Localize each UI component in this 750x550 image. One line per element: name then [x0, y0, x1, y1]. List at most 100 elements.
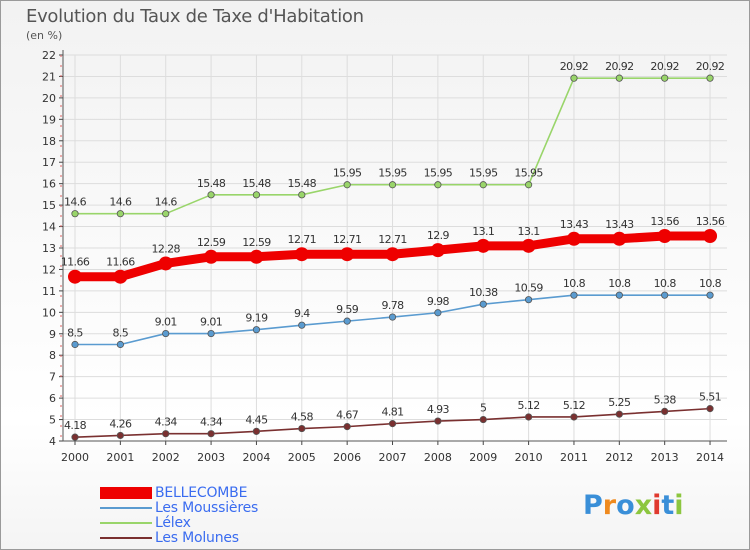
data-label: 9.19 — [245, 312, 268, 325]
data-point — [657, 228, 672, 243]
legend-label: Lélex — [155, 515, 191, 531]
x-tick-label: 2013 — [651, 451, 679, 464]
legend-swatch — [100, 537, 152, 539]
data-point — [388, 420, 397, 428]
data-label: 13.1 — [472, 225, 494, 238]
data-point — [434, 417, 442, 425]
data-point — [615, 410, 623, 418]
y-tick-label: 8 — [49, 349, 56, 362]
data-point — [521, 238, 536, 253]
x-tick-label: 2002 — [152, 451, 180, 464]
x-tick-label: 2005 — [288, 451, 316, 464]
data-point — [479, 181, 487, 189]
legend-label: BELLECOMBE — [155, 485, 248, 501]
data-label: 9.59 — [336, 303, 359, 316]
data-label: 4.34 — [155, 416, 178, 429]
y-tick-label: 16 — [42, 178, 56, 191]
data-label: 10.8 — [654, 277, 677, 290]
data-point — [68, 269, 82, 284]
x-tick-label: 2004 — [242, 451, 270, 464]
data-point — [706, 74, 714, 82]
y-tick-label: 11 — [42, 285, 56, 298]
y-tick-label: 17 — [42, 156, 56, 169]
data-label: 11.66 — [61, 256, 90, 269]
data-point — [434, 309, 442, 317]
legend-swatch — [100, 522, 152, 524]
data-label: 15.48 — [288, 177, 317, 190]
data-label: 4.18 — [64, 419, 87, 432]
data-point — [298, 424, 306, 433]
data-point — [207, 430, 215, 438]
data-label: 4.45 — [245, 413, 268, 426]
data-point — [479, 415, 487, 424]
data-label: 9.98 — [427, 295, 450, 308]
data-point — [706, 405, 714, 413]
data-label: 9.78 — [381, 299, 404, 312]
data-point — [207, 329, 215, 338]
data-point — [294, 247, 309, 262]
data-label: 13.1 — [518, 225, 540, 238]
data-label: 8.5 — [113, 327, 129, 340]
data-point — [116, 431, 124, 440]
data-point — [388, 181, 397, 189]
data-label: 5.12 — [518, 399, 540, 412]
data-point — [298, 321, 306, 329]
data-point — [566, 231, 581, 246]
data-point — [204, 249, 219, 264]
data-label: 20.92 — [650, 60, 679, 73]
x-tick-label: 2003 — [197, 451, 225, 464]
y-tick-label: 15 — [42, 199, 56, 212]
data-label: 10.8 — [563, 277, 586, 290]
data-point — [207, 191, 215, 199]
data-label: 12.59 — [197, 236, 226, 249]
data-label: 10.8 — [699, 277, 722, 290]
y-tick-label: 12 — [42, 263, 56, 276]
logo-letter: i — [674, 490, 684, 521]
data-label: 5 — [480, 402, 487, 415]
data-label: 15.95 — [333, 167, 362, 180]
data-point — [570, 291, 578, 299]
data-label: 13.56 — [650, 215, 679, 228]
chart-unit: (en %) — [26, 29, 63, 42]
data-label: 5.51 — [699, 391, 721, 404]
x-tick-label: 2007 — [379, 451, 407, 464]
data-label: 12.71 — [288, 233, 317, 246]
data-point — [385, 247, 400, 262]
data-label: 15.95 — [469, 167, 498, 180]
logo-letter: i — [652, 490, 662, 521]
x-tick-label: 2010 — [515, 451, 543, 464]
data-label: 14.6 — [109, 196, 132, 209]
data-label: 5.38 — [654, 393, 677, 406]
data-label: 11.66 — [106, 256, 135, 269]
data-label: 8.5 — [67, 327, 83, 340]
data-label: 12.9 — [427, 229, 450, 242]
data-label: 5.12 — [563, 399, 585, 412]
data-point — [162, 430, 170, 438]
data-label: 15.48 — [197, 177, 226, 190]
data-label: 20.92 — [696, 60, 725, 73]
legend-swatch — [100, 507, 152, 509]
y-tick-label: 13 — [42, 242, 56, 255]
data-point — [71, 433, 79, 441]
data-point — [116, 210, 124, 218]
y-tick-label: 4 — [49, 435, 56, 448]
x-tick-label: 2012 — [605, 451, 633, 464]
x-tick-label: 2006 — [333, 451, 361, 464]
data-label: 13.56 — [696, 215, 725, 228]
proxiti-logo: Proxiti — [583, 490, 684, 521]
series-les-molunes: 4.18 4.26 4.34 4.34 4.45 4.58 4.67 4.81 4.93 5 5.1… — [64, 391, 722, 441]
data-point — [661, 407, 669, 416]
data-point — [158, 256, 173, 271]
data-label: 12.71 — [333, 233, 362, 246]
data-label: 12.71 — [378, 233, 407, 246]
data-point — [343, 317, 351, 325]
data-point — [162, 329, 170, 338]
x-tick-label: 2008 — [424, 451, 452, 464]
data-point — [570, 74, 578, 82]
series-les-moussi-res: 8.5 8.5 9.01 9.01 9.19 9.4 9.59 9.78 9.98 10.38 10… — [67, 277, 722, 349]
data-point — [524, 181, 533, 189]
series-l-lex: 14.6 14.6 14.6 15.48 15.48 15.48 15.95 15.95 15.… — [64, 60, 725, 218]
y-tick-label: 22 — [42, 49, 56, 62]
data-point — [706, 291, 714, 299]
